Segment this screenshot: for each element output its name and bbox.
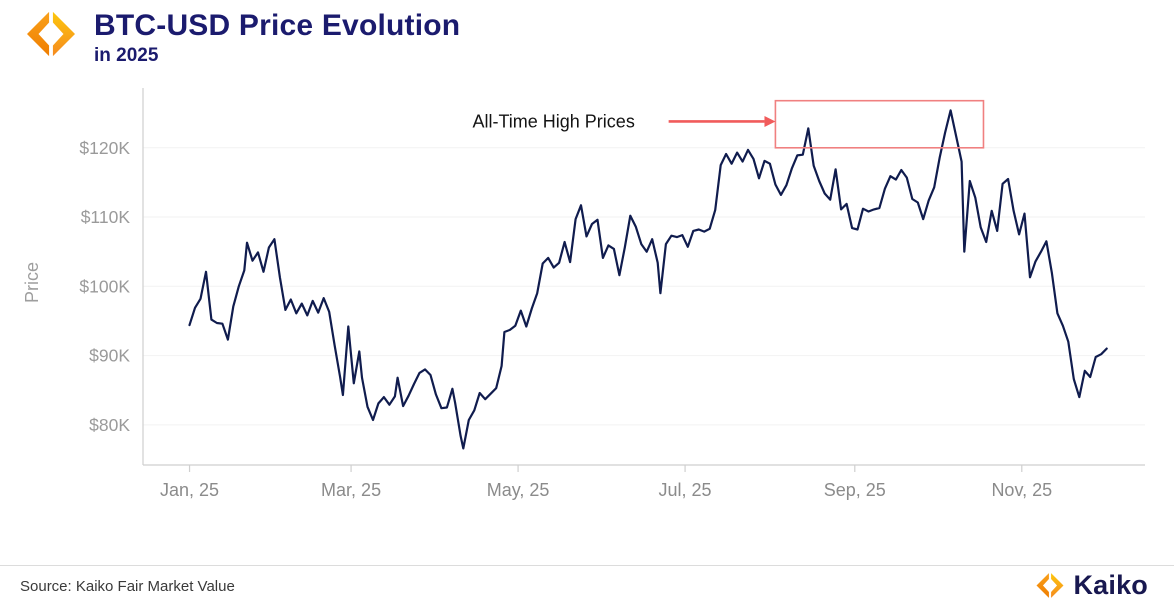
header: BTC-USD Price Evolution in 2025	[24, 10, 460, 67]
annotation-arrowhead-icon	[764, 115, 776, 127]
x-tick-label: Nov, 25	[991, 480, 1052, 500]
y-tick-label: $90K	[89, 346, 130, 366]
x-tick-label: Jan, 25	[160, 480, 219, 500]
y-tick-label: $80K	[89, 415, 130, 435]
x-tick-label: Sep, 25	[824, 480, 886, 500]
x-tick-label: Mar, 25	[321, 480, 381, 500]
footer-divider	[0, 565, 1174, 566]
brand-wordmark: Kaiko	[1073, 570, 1148, 600]
x-tick-label: Jul, 25	[659, 480, 712, 500]
chart-area: $80K $90K $100K $110K $120K Jan, 25 Mar, 25 May…	[0, 85, 1174, 560]
source-text: Source: Kaiko Fair Market Value	[20, 578, 235, 595]
y-tick-label: $100K	[79, 276, 130, 296]
price-line	[188, 109, 1108, 450]
y-tick-label: $110K	[81, 207, 131, 227]
y-axis-title: Price	[22, 262, 42, 303]
page-subtitle: in 2025	[94, 44, 159, 66]
y-tick-label: $120K	[79, 138, 130, 158]
ath-highlight-box	[774, 99, 985, 149]
kaiko-logo-icon	[1036, 573, 1064, 598]
price-chart: $80K $90K $100K $110K $120K Jan, 25 Mar, 25 May…	[22, 88, 1145, 500]
annotation-label: All-Time High Prices	[472, 111, 634, 131]
page-title: BTC-USD Price Evolution	[94, 9, 461, 42]
footer-brand: Kaiko	[1035, 570, 1148, 601]
kaiko-logo-icon	[27, 11, 75, 57]
x-tick-label: May, 25	[487, 480, 550, 500]
